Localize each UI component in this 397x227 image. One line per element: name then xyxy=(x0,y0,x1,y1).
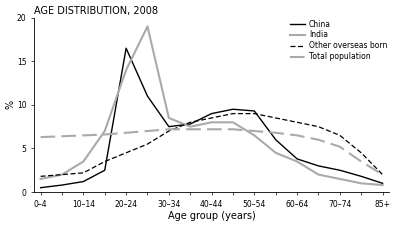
India xyxy=(231,121,235,124)
Other overseas born xyxy=(274,117,278,119)
China xyxy=(231,108,235,111)
China xyxy=(337,169,342,172)
India xyxy=(209,121,214,124)
Total population xyxy=(316,138,321,141)
China xyxy=(316,165,321,167)
China xyxy=(166,125,171,128)
China xyxy=(124,47,129,49)
Other overseas born xyxy=(316,125,321,128)
Total population xyxy=(124,131,129,134)
Other overseas born xyxy=(359,151,364,154)
Total population xyxy=(252,130,257,132)
Other overseas born xyxy=(209,117,214,119)
Total population xyxy=(337,145,342,148)
India xyxy=(380,184,385,186)
Total population xyxy=(38,136,43,138)
India xyxy=(295,160,299,163)
China xyxy=(209,112,214,115)
Total population xyxy=(380,173,385,176)
Total population xyxy=(231,128,235,131)
China xyxy=(359,175,364,178)
India xyxy=(38,178,43,180)
Other overseas born xyxy=(188,121,193,124)
Total population xyxy=(359,160,364,163)
Line: Total population: Total population xyxy=(40,129,383,175)
Total population xyxy=(60,135,64,138)
Line: Other overseas born: Other overseas born xyxy=(40,114,383,176)
India xyxy=(337,178,342,180)
Other overseas born xyxy=(60,173,64,176)
China xyxy=(380,182,385,185)
Legend: China, India, Other overseas born, Total population: China, India, Other overseas born, Total… xyxy=(288,18,389,63)
China xyxy=(188,123,193,125)
Other overseas born xyxy=(295,121,299,124)
India xyxy=(316,173,321,176)
India xyxy=(145,25,150,28)
Total population xyxy=(166,128,171,131)
China xyxy=(81,180,86,183)
Total population xyxy=(145,130,150,132)
Other overseas born xyxy=(231,112,235,115)
Other overseas born xyxy=(124,151,129,154)
India xyxy=(188,125,193,128)
India xyxy=(60,173,64,176)
China xyxy=(38,186,43,189)
China xyxy=(252,110,257,112)
Other overseas born xyxy=(337,134,342,137)
Text: AGE DISTRIBUTION, 2008: AGE DISTRIBUTION, 2008 xyxy=(34,5,158,16)
China xyxy=(60,184,64,186)
Other overseas born xyxy=(380,173,385,176)
India xyxy=(124,69,129,71)
Line: China: China xyxy=(40,48,383,188)
China xyxy=(295,158,299,160)
China xyxy=(102,169,107,172)
Total population xyxy=(209,128,214,131)
X-axis label: Age group (years): Age group (years) xyxy=(168,211,256,222)
India xyxy=(274,151,278,154)
China xyxy=(145,95,150,98)
Total population xyxy=(274,131,278,134)
Total population xyxy=(188,128,193,131)
India xyxy=(252,134,257,137)
India xyxy=(359,182,364,185)
Line: India: India xyxy=(40,26,383,185)
Total population xyxy=(102,133,107,136)
Other overseas born xyxy=(145,143,150,146)
Y-axis label: %: % xyxy=(6,100,15,109)
Total population xyxy=(295,134,299,137)
Total population xyxy=(81,134,86,137)
Other overseas born xyxy=(166,130,171,132)
Other overseas born xyxy=(81,171,86,174)
China xyxy=(274,138,278,141)
India xyxy=(166,117,171,119)
India xyxy=(102,130,107,132)
Other overseas born xyxy=(102,160,107,163)
Other overseas born xyxy=(38,175,43,178)
Other overseas born xyxy=(252,112,257,115)
India xyxy=(81,160,86,163)
